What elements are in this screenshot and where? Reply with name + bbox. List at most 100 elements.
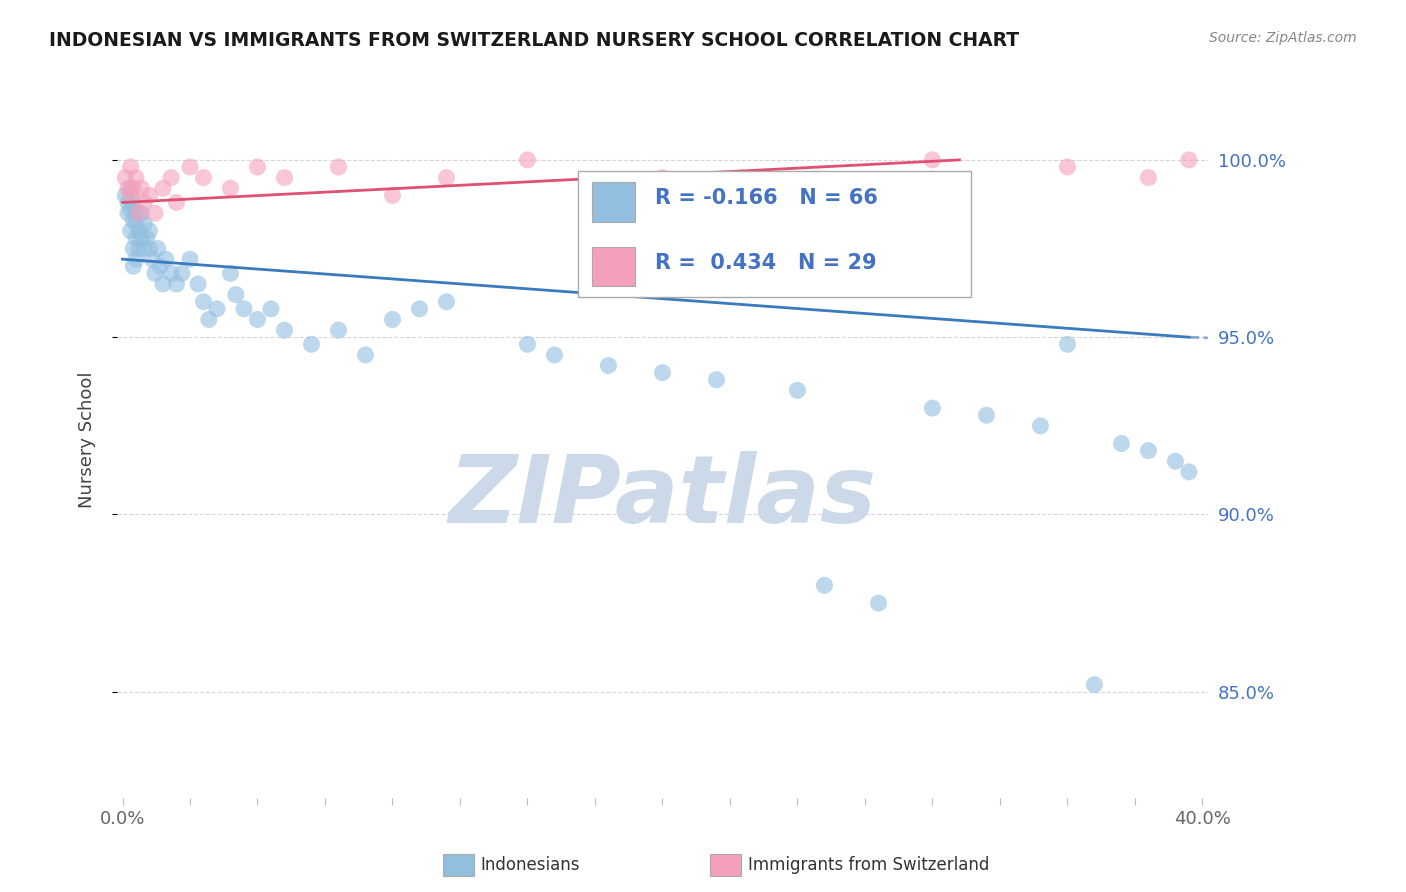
- Point: [131, 231, 153, 245]
- Point: [117, 181, 139, 195]
- Point: [1164, 454, 1187, 468]
- Point: [120, 160, 142, 174]
- Point: [598, 359, 620, 373]
- Point: [543, 348, 565, 362]
- Point: [128, 206, 150, 220]
- Point: [516, 153, 538, 167]
- Point: [120, 224, 142, 238]
- Point: [125, 206, 148, 220]
- Point: [125, 252, 148, 267]
- Point: [179, 252, 201, 267]
- Point: [219, 266, 242, 280]
- Point: [786, 181, 808, 195]
- Text: INDONESIAN VS IMMIGRANTS FROM SWITZERLAND NURSERY SCHOOL CORRELATION CHART: INDONESIAN VS IMMIGRANTS FROM SWITZERLAN…: [49, 31, 1019, 50]
- Point: [436, 170, 458, 185]
- Point: [138, 188, 160, 202]
- Point: [354, 348, 377, 362]
- Point: [122, 242, 145, 256]
- Point: [114, 170, 136, 185]
- Point: [155, 252, 177, 267]
- Point: [976, 408, 998, 422]
- Point: [132, 217, 155, 231]
- Point: [651, 170, 673, 185]
- Point: [128, 242, 150, 256]
- Point: [328, 160, 350, 174]
- Point: [187, 277, 209, 291]
- Point: [125, 231, 148, 245]
- Point: [146, 242, 169, 256]
- FancyBboxPatch shape: [592, 246, 636, 286]
- Point: [160, 266, 183, 280]
- Point: [122, 195, 145, 210]
- Point: [125, 217, 148, 231]
- Point: [166, 195, 188, 210]
- FancyBboxPatch shape: [578, 171, 972, 297]
- Point: [225, 287, 247, 301]
- Point: [1029, 418, 1052, 433]
- Point: [141, 252, 163, 267]
- Y-axis label: Nursery School: Nursery School: [79, 372, 96, 508]
- Point: [120, 188, 142, 202]
- Point: [1056, 160, 1078, 174]
- Point: [135, 231, 157, 245]
- Point: [219, 181, 242, 195]
- Point: [193, 294, 215, 309]
- Point: [160, 170, 183, 185]
- Point: [143, 266, 166, 280]
- Point: [381, 188, 404, 202]
- Point: [125, 170, 148, 185]
- Text: Immigrants from Switzerland: Immigrants from Switzerland: [748, 856, 990, 874]
- Point: [138, 224, 160, 238]
- Point: [128, 224, 150, 238]
- Point: [120, 202, 142, 217]
- Point: [813, 578, 835, 592]
- Point: [132, 195, 155, 210]
- Point: [786, 384, 808, 398]
- Point: [122, 181, 145, 195]
- Point: [122, 260, 145, 274]
- Point: [921, 401, 943, 416]
- Point: [179, 160, 201, 174]
- Point: [260, 301, 283, 316]
- Point: [170, 266, 193, 280]
- Text: R =  0.434   N = 29: R = 0.434 N = 29: [655, 252, 876, 273]
- Point: [868, 596, 890, 610]
- Text: Source: ZipAtlas.com: Source: ZipAtlas.com: [1209, 31, 1357, 45]
- Point: [152, 181, 174, 195]
- Point: [132, 242, 155, 256]
- Point: [1056, 337, 1078, 351]
- Point: [1178, 153, 1201, 167]
- Point: [193, 170, 215, 185]
- Point: [117, 206, 139, 220]
- Text: Indonesians: Indonesians: [481, 856, 581, 874]
- Point: [246, 160, 269, 174]
- Point: [1083, 678, 1105, 692]
- Point: [149, 260, 172, 274]
- Text: ZIPatlas: ZIPatlas: [449, 451, 876, 543]
- Point: [233, 301, 256, 316]
- Point: [273, 170, 295, 185]
- Point: [1111, 436, 1133, 450]
- Point: [1137, 443, 1160, 458]
- Point: [143, 206, 166, 220]
- Point: [408, 301, 430, 316]
- Point: [120, 181, 142, 195]
- Point: [114, 188, 136, 202]
- FancyBboxPatch shape: [592, 182, 636, 221]
- Point: [301, 337, 323, 351]
- Point: [1178, 465, 1201, 479]
- Point: [273, 323, 295, 337]
- Point: [122, 213, 145, 227]
- Point: [205, 301, 228, 316]
- Point: [706, 373, 728, 387]
- Point: [381, 312, 404, 326]
- Point: [246, 312, 269, 326]
- Point: [138, 242, 160, 256]
- Text: R = -0.166   N = 66: R = -0.166 N = 66: [655, 188, 877, 209]
- Point: [152, 277, 174, 291]
- Point: [131, 206, 153, 220]
- Point: [651, 366, 673, 380]
- Point: [166, 277, 188, 291]
- Point: [436, 294, 458, 309]
- Point: [117, 195, 139, 210]
